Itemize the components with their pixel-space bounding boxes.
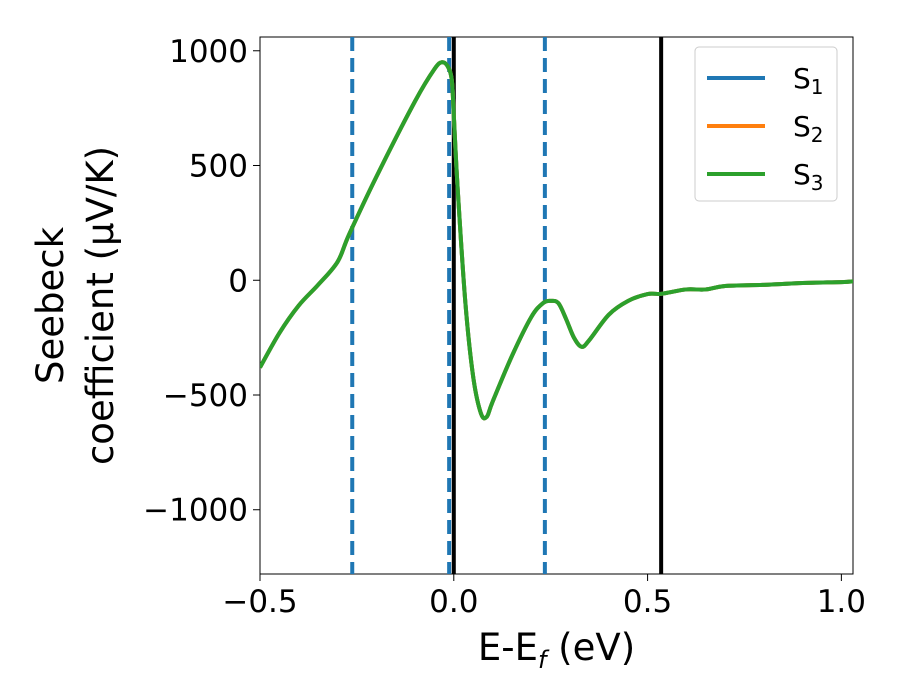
y-axis-label-line1: Seebeck	[29, 226, 72, 384]
legend-label-s1: S1	[793, 62, 824, 99]
legend-label-s3: S3	[793, 158, 824, 195]
plot-frame	[259, 36, 854, 575]
y-tick-label: 0	[228, 263, 248, 299]
y-tick-label: 500	[189, 149, 248, 185]
y-axis-ticks: −1000 −500 0 500 1000	[143, 34, 260, 529]
y-tick-label: −500	[163, 378, 248, 414]
x-tick-label: 0.0	[429, 584, 478, 620]
series-line-s3	[260, 60, 853, 421]
x-tick-label: 1.0	[817, 584, 866, 620]
y-tick-label: 1000	[169, 34, 248, 70]
plot-area	[259, 36, 854, 575]
x-tick-label: 0.5	[623, 584, 672, 620]
x-axis-ticks: −0.5 0.0 0.5 1.0	[222, 574, 866, 620]
x-axis-label-main: E-E	[478, 626, 538, 669]
x-axis-label: E-Ef (eV)	[478, 626, 635, 674]
y-axis-label-line2: coefficient (μV/K)	[79, 146, 122, 465]
legend-label-s2: S2	[793, 110, 824, 147]
x-axis-label-unit: (eV)	[546, 626, 635, 669]
x-tick-label: −0.5	[222, 584, 297, 620]
vertical-lines	[350, 37, 664, 574]
legend: S1 S2 S3	[694, 46, 838, 202]
series-lines	[260, 60, 853, 421]
legend-box	[694, 46, 838, 202]
y-tick-label: −1000	[143, 493, 248, 529]
